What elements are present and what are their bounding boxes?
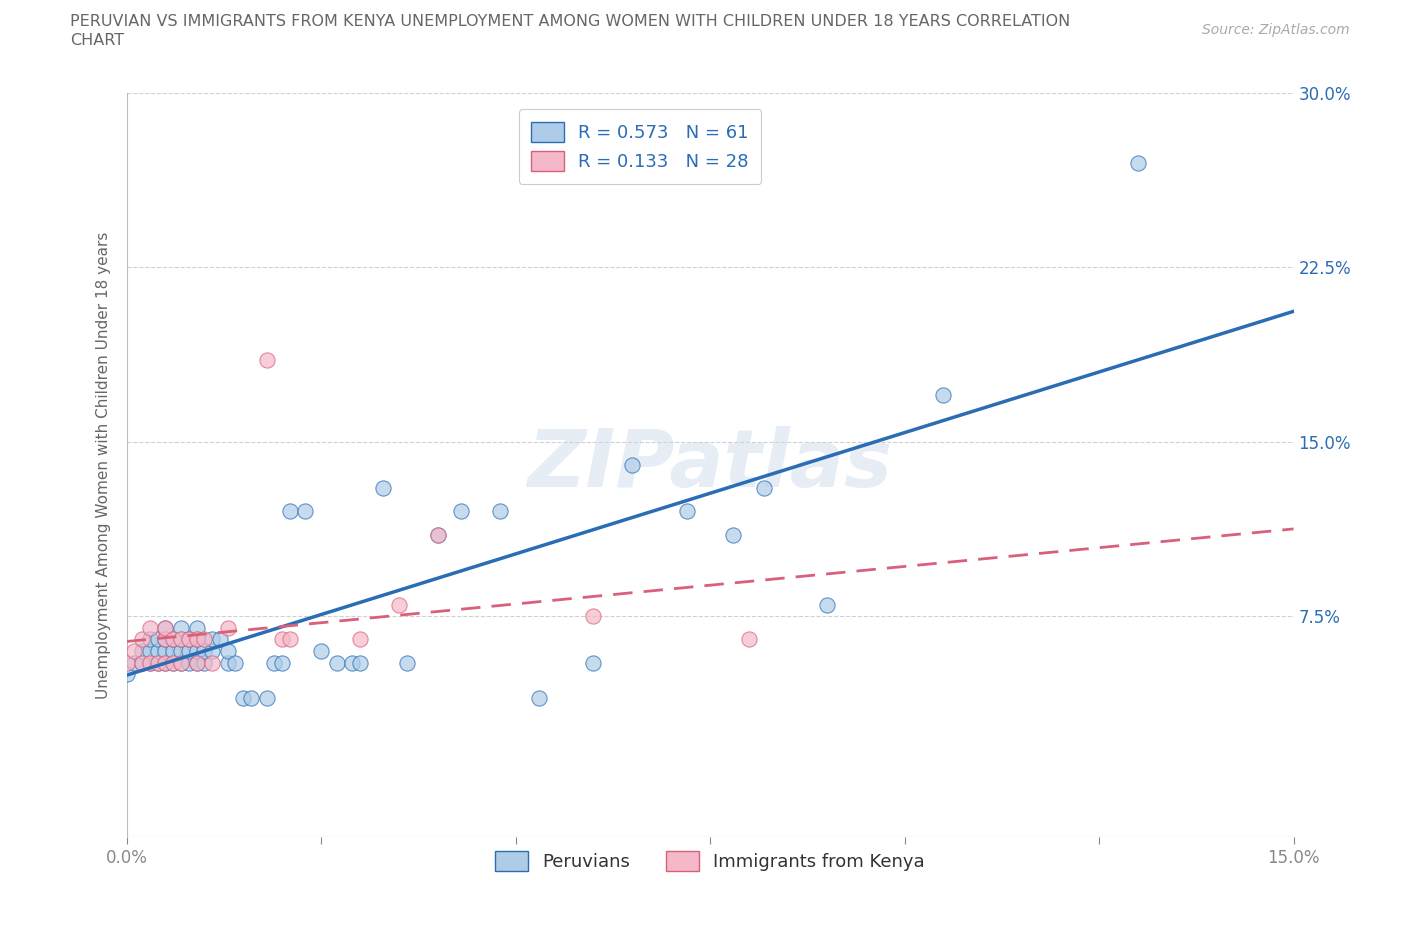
Point [139,656,162,671]
Point [170,620,193,635]
Point [232,690,254,705]
Point [186,620,208,635]
Point [186,644,208,658]
Point [201,656,224,671]
Point [278,632,301,647]
Point [489,504,512,519]
Point [170,632,193,647]
Point [193,644,215,658]
Point [139,644,162,658]
Point [217,644,239,658]
Point [325,656,347,671]
Point [373,481,395,496]
Point [395,656,418,671]
Point [139,632,162,647]
Point [294,504,316,519]
Point [582,609,605,624]
Point [146,656,169,671]
Point [723,527,745,542]
Point [162,644,184,658]
Point [271,632,294,647]
Point [201,632,224,647]
Point [155,656,177,671]
Point [932,388,955,403]
Point [162,632,184,647]
Point [208,632,231,647]
Point [162,656,184,671]
Point [193,656,215,671]
Point [754,481,776,496]
Point [155,632,177,647]
Point [146,632,169,647]
Point [256,690,278,705]
Point [124,656,146,671]
Point [340,656,363,671]
Point [675,504,697,519]
Point [155,644,177,658]
Point [131,644,153,658]
Point [186,656,208,671]
Point [263,656,285,671]
Point [146,656,169,671]
Legend: Peruvians, Immigrants from Kenya: Peruvians, Immigrants from Kenya [486,842,934,880]
Point [349,656,371,671]
Point [124,644,146,658]
Point [217,656,239,671]
Point [278,504,301,519]
Point [271,656,294,671]
Point [450,504,472,519]
Text: PERUVIAN VS IMMIGRANTS FROM KENYA UNEMPLOYMENT AMONG WOMEN WITH CHILDREN UNDER 1: PERUVIAN VS IMMIGRANTS FROM KENYA UNEMPL… [70,14,1070,29]
Text: Source: ZipAtlas.com: Source: ZipAtlas.com [1202,23,1350,37]
Point [177,644,200,658]
Point [155,620,177,635]
Point [155,620,177,635]
Point [426,527,449,542]
Point [309,644,332,658]
Point [177,656,200,671]
Point [527,690,550,705]
Point [131,656,153,671]
Point [582,656,605,671]
Point [186,656,208,671]
Point [162,656,184,671]
Point [170,632,193,647]
Point [131,632,153,647]
Text: CHART: CHART [70,33,124,47]
Point [240,690,263,705]
Point [815,597,838,612]
Point [224,656,246,671]
Point [388,597,411,612]
Point [155,656,177,671]
Point [177,632,200,647]
Point [256,353,278,368]
Y-axis label: Unemployment Among Women with Children Under 18 years: Unemployment Among Women with Children U… [96,232,111,698]
Point [139,620,162,635]
Point [170,656,193,671]
Point [1126,155,1149,170]
Text: ZIPatlas: ZIPatlas [527,426,893,504]
Point [115,656,138,671]
Point [217,620,239,635]
Point [193,632,215,647]
Point [115,667,138,682]
Point [131,656,153,671]
Point [162,632,184,647]
Point [146,644,169,658]
Point [155,632,177,647]
Point [621,458,644,472]
Point [349,632,371,647]
Point [170,656,193,671]
Point [426,527,449,542]
Point [170,644,193,658]
Point [738,632,761,647]
Point [186,632,208,647]
Point [139,656,162,671]
Point [201,644,224,658]
Point [177,632,200,647]
Point [186,632,208,647]
